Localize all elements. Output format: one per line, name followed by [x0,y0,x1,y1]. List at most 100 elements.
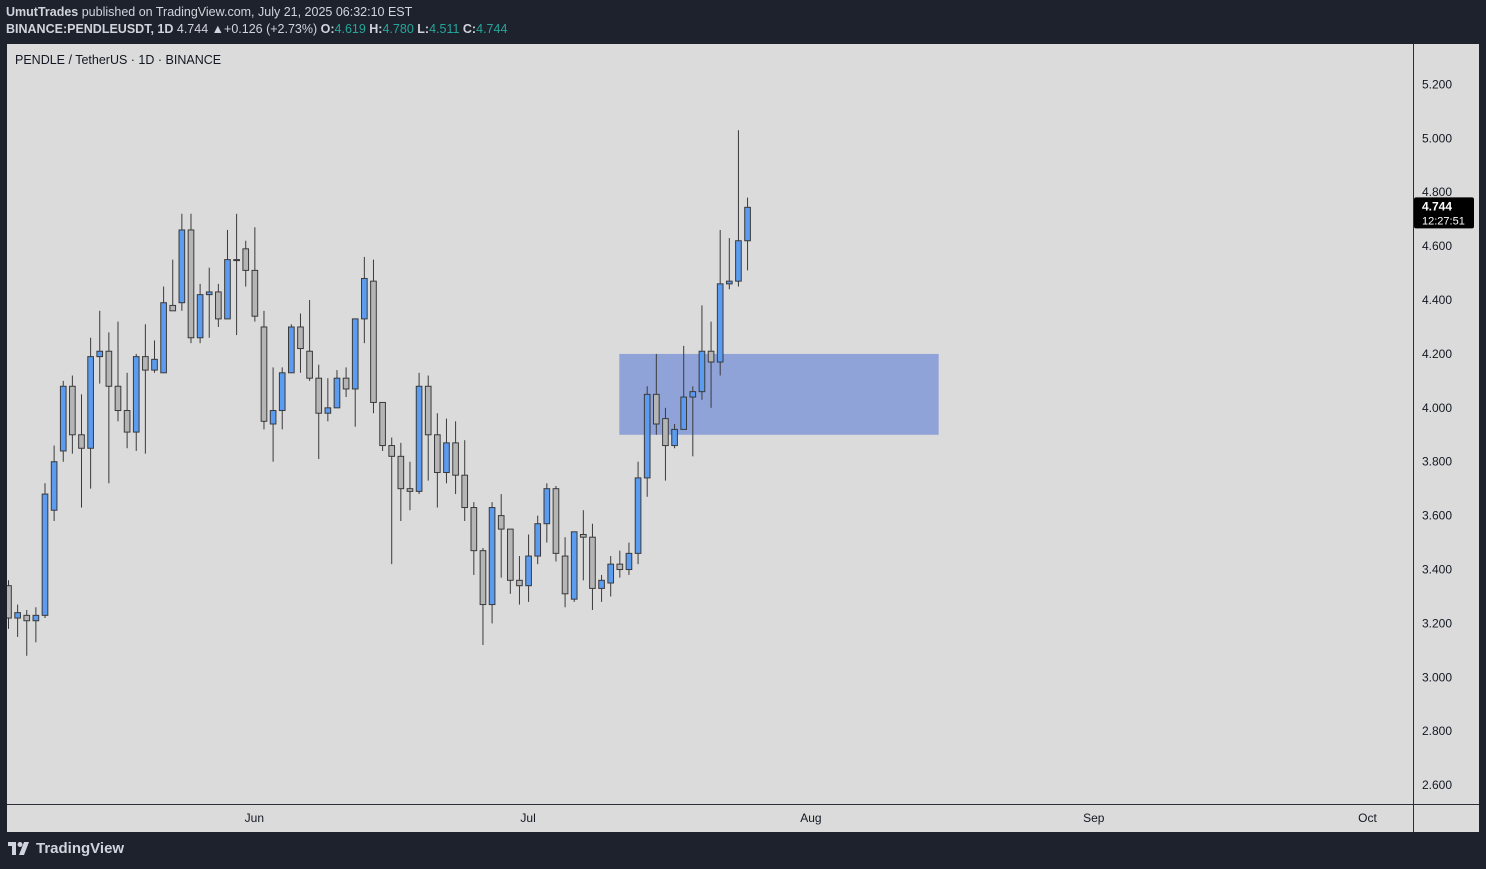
candle-body [278,372,286,412]
x-tick-label: Sep [1083,811,1105,825]
candle-body [552,488,560,554]
candle [534,515,542,565]
candle-body [370,280,377,403]
footer-brand[interactable]: TradingView [8,840,124,857]
candle-body [652,393,660,425]
candle-body [205,291,213,296]
price-change: ▲+0.126 (+2.73%) [212,22,318,36]
candle [415,372,423,495]
candle [260,310,268,430]
candle [725,238,733,290]
candle [233,213,240,336]
candle [589,523,596,610]
candle [123,372,131,449]
candle-body [315,377,323,414]
candle [643,386,651,497]
candle [160,286,167,374]
candle [278,367,286,430]
candle [50,445,58,522]
candle-body [680,396,688,430]
candle [306,300,313,381]
candle-body [251,269,259,317]
y-tick-label: 5.000 [1422,131,1452,145]
candle [251,227,259,322]
candle-body [406,488,414,492]
candle [324,378,332,422]
candle [598,574,605,602]
candle-body [342,377,350,390]
x-tick-label: Jul [520,811,535,825]
candle [142,324,149,454]
candle [96,310,104,384]
y-tick-label: 2.600 [1422,778,1452,792]
candle-body [707,350,715,363]
candle-body [7,585,12,619]
candle-body [543,488,551,525]
candle [178,213,186,311]
candle-body [634,477,642,554]
y-tick-label: 4.200 [1422,347,1452,361]
tradingview-logo-icon [8,842,29,855]
y-tick-label: 4.000 [1422,401,1452,415]
time-scale-panel [7,804,1479,832]
candle [41,483,49,619]
y-tick-label: 3.200 [1422,616,1452,630]
candle-body [351,318,359,390]
candle [552,485,560,562]
candle-body [260,326,268,422]
candle [78,394,85,508]
candle-body [269,410,277,425]
candle [215,283,222,327]
chart-panel[interactable]: 5.200 5.000 4.800 4.600 4.400 4.200 4.000 3.800… [7,44,1479,832]
high-value: 4.780 [382,22,414,36]
candle-body [516,579,523,587]
candle [443,418,450,484]
candlestick-chart[interactable]: 5.200 5.000 4.800 4.600 4.400 4.200 4.000 3.800… [7,44,1479,832]
candle [707,321,715,408]
candle-body [735,240,742,282]
candle [735,130,742,287]
candle-body [361,277,368,320]
candle [288,324,295,374]
candle [570,531,578,602]
candle [579,510,587,581]
candle-body [744,206,751,242]
candle-body [662,418,669,447]
candle-body [196,294,204,339]
author-name[interactable]: UmutTrades [6,5,79,19]
zone-rectangle [619,353,939,435]
symbol-line: BINANCE:PENDLEUSDT, 1D 4.744 ▲+0.126 (+2… [6,21,507,38]
candle-body [297,326,304,350]
candle-body [151,358,158,371]
candle [269,367,277,462]
candle [132,353,140,451]
candle-body [561,555,569,595]
candle-body [388,445,396,457]
candle [625,542,633,575]
candle-body [333,377,341,409]
candle-body [479,550,487,606]
open-label: O: [320,22,335,36]
candle [452,421,459,495]
y-tick-label: 4.600 [1422,239,1452,253]
candle [507,528,514,594]
candle [434,413,441,508]
change-arrow: ▲ [211,22,225,36]
x-tick-label: Aug [800,811,821,825]
candle [634,461,642,565]
candle-body [579,533,587,538]
y-tick-label: 3.000 [1422,670,1452,684]
candle [7,580,12,629]
candle [370,259,377,414]
publish-header: UmutTrades published on TradingView.com,… [6,4,507,38]
candle [716,229,724,376]
candle-body [616,563,624,571]
candle-body [233,259,240,262]
candle-body [379,401,386,447]
y-tick-label: 3.600 [1422,509,1452,523]
candle [242,240,250,287]
candle [497,494,505,578]
last-price: 4.744 [176,22,209,36]
candle [205,267,213,338]
candle [616,550,624,578]
